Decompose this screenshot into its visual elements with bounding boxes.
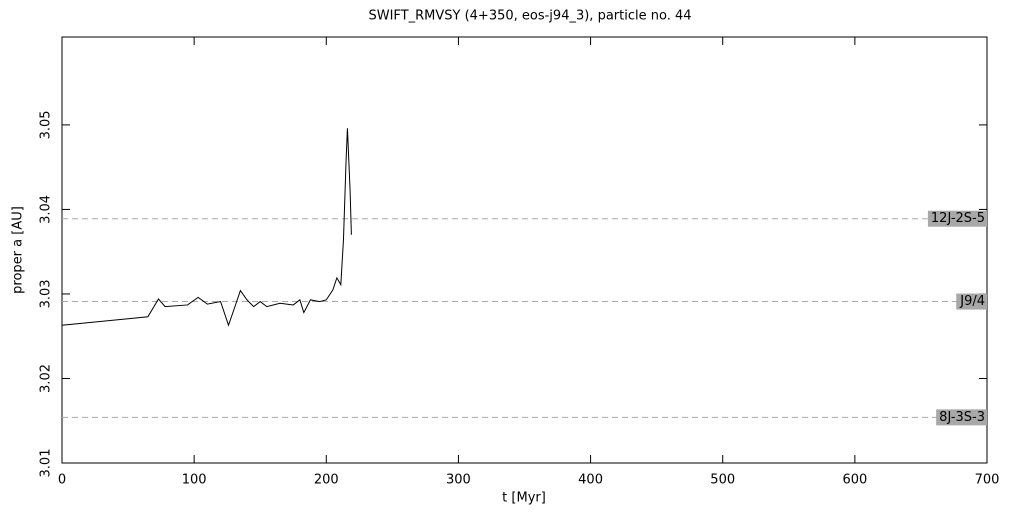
x-axis-label: t [Myr] bbox=[502, 491, 546, 506]
x-tick-label: 600 bbox=[842, 473, 867, 488]
x-tick-label: 300 bbox=[446, 473, 471, 488]
reference-label: J9/4 bbox=[959, 294, 985, 309]
x-tick-label: 200 bbox=[314, 473, 339, 488]
y-tick-label: 3.01 bbox=[39, 449, 54, 478]
data-line bbox=[61, 128, 352, 327]
y-tick-label: 3.04 bbox=[39, 195, 54, 224]
reference-label-box bbox=[927, 210, 987, 227]
y-tick-label: 3.02 bbox=[39, 364, 54, 393]
reference-label: 12J-2S-5 bbox=[931, 211, 985, 226]
x-tick-label: 400 bbox=[578, 473, 603, 488]
y-tick-label: 3.03 bbox=[39, 279, 54, 308]
x-tick-label: 0 bbox=[58, 473, 66, 488]
x-tick-label: 700 bbox=[975, 473, 1000, 488]
chart-title: SWIFT_RMVSY (4+350, eos-j94_3), particle… bbox=[368, 9, 691, 24]
plot-frame bbox=[61, 36, 988, 464]
y-tick-label: 3.05 bbox=[39, 110, 54, 139]
reference-label-box bbox=[936, 409, 987, 426]
y-axis-label: proper a [AU] bbox=[11, 206, 26, 294]
x-tick-label: 100 bbox=[182, 473, 207, 488]
reference-label: 8J-3S-3 bbox=[939, 410, 985, 425]
x-tick-label: 500 bbox=[710, 473, 735, 488]
reference-label-box bbox=[956, 293, 987, 310]
